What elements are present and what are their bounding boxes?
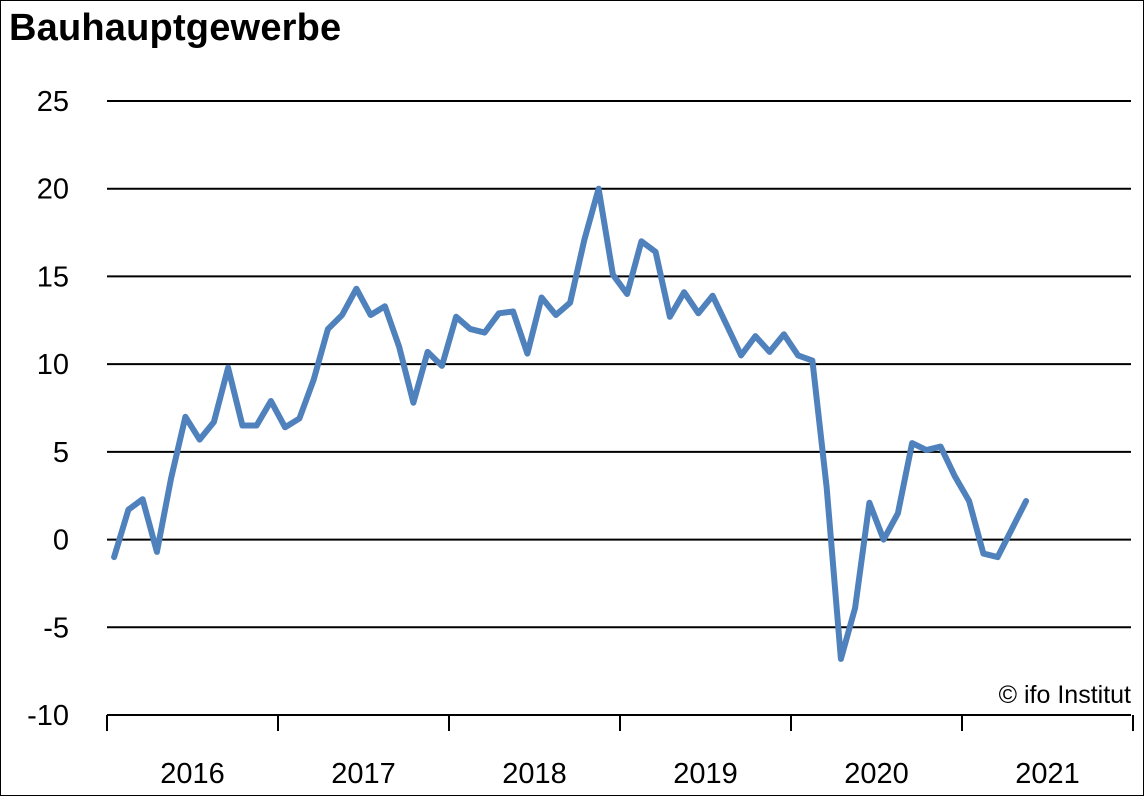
chart-title: Bauhauptgewerbe [9, 7, 342, 49]
x-tick-label: 2017 [331, 758, 396, 790]
y-tick-label: -5 [43, 612, 69, 644]
x-tick-label: 2020 [844, 758, 909, 790]
y-tick-label: 15 [37, 261, 69, 293]
series-line-0 [111, 185, 1030, 662]
y-tick-label: 20 [37, 174, 69, 206]
x-tick-label: 2018 [502, 758, 567, 790]
y-tick-label: 10 [37, 349, 69, 381]
y-tick-label: 5 [53, 437, 69, 469]
y-tick-label: -10 [27, 700, 69, 732]
x-tick-label: 2021 [1015, 758, 1080, 790]
x-tick-label: 2019 [673, 758, 738, 790]
y-tick-label: 25 [37, 86, 69, 118]
x-tick-label: 2016 [160, 758, 225, 790]
copyright-note: © ifo Institut [999, 681, 1131, 709]
y-tick-label: 0 [53, 525, 69, 557]
